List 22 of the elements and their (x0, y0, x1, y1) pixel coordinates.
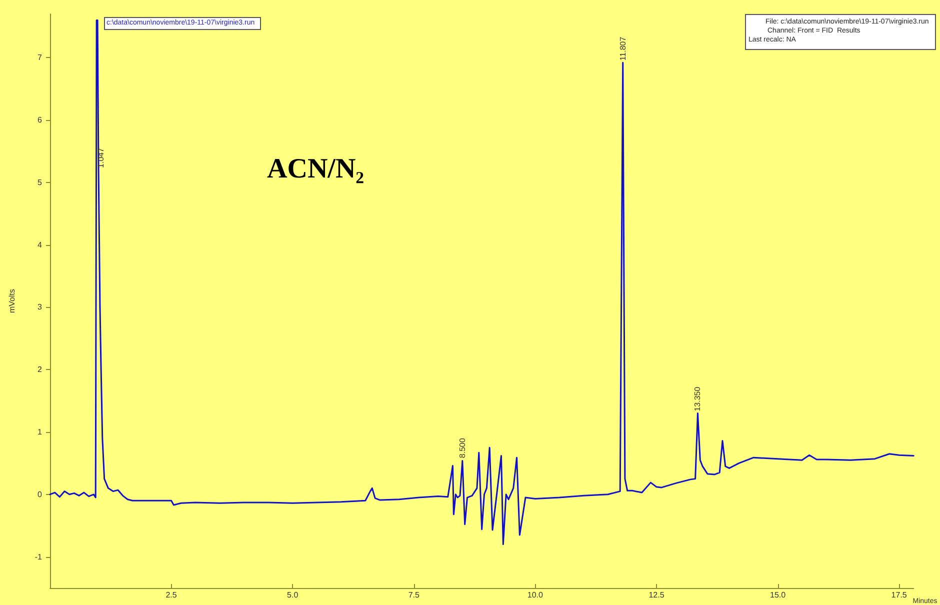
x-tick-label: 7.5 (408, 590, 420, 600)
y-tick-label: -1 (34, 552, 43, 562)
x-tick-label: 12.5 (648, 590, 665, 600)
annotation: 1.047 (96, 147, 106, 168)
x-tick-label: 5.0 (287, 590, 299, 600)
x-tick-label: 17.5 (891, 590, 908, 600)
y-tick-label: 5 (38, 178, 43, 187)
y-tick-label: 0 (38, 490, 43, 499)
y-tick-label: 7 (38, 53, 43, 62)
text: ACN/N₂ (267, 154, 364, 184)
x-tick-label: 10.0 (527, 590, 544, 600)
y-tick-label: 6 (38, 116, 43, 125)
x-tick-label: 2.5 (166, 590, 178, 600)
annotation: 11.807 (618, 36, 628, 61)
annotation: 13.350 (693, 386, 702, 412)
y-axis-title: mVolts (8, 288, 16, 314)
x-tick-label: 15.0 (770, 590, 786, 600)
y-tick-label: 1 (38, 428, 43, 437)
y-tick-label: 4 (38, 240, 43, 250)
y-tick-label: 3 (38, 302, 43, 312)
y-tick-label: 2 (38, 365, 43, 374)
annotation: 8.500 (458, 438, 467, 458)
